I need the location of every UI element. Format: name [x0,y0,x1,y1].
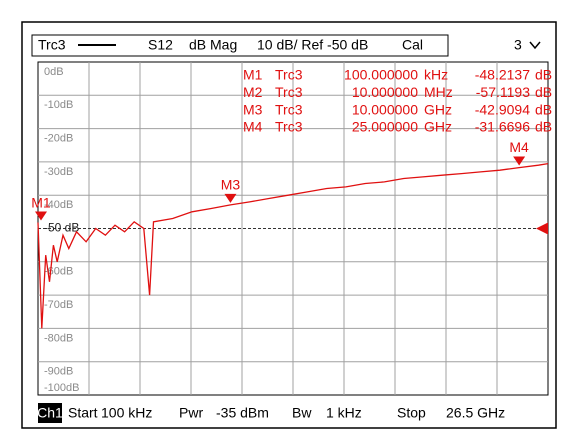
marker-value: -48.2137 [475,67,530,83]
stop-label: Stop [397,405,426,421]
marker-symbol [35,211,47,221]
marker-symbol-label: M3 [221,177,241,193]
marker-value-unit: dB [535,119,552,135]
chevron[interactable] [529,41,541,50]
marker-trace: Trc3 [275,67,303,83]
marker-trace: Trc3 [275,119,303,135]
marker-name: M1 [243,67,263,83]
format: dB Mag [189,37,237,53]
stop-value[interactable]: 26.5 GHz [446,405,505,421]
y-tick-label: 0dB [44,66,64,78]
marker-stimulus: 10.000000 [352,101,418,117]
channel-number[interactable]: 3 [514,37,522,53]
marker-symbol-label: M4 [509,139,529,155]
marker-name: M2 [243,84,263,100]
bw-label: Bw [292,405,312,421]
marker-stimulus: 10.000000 [352,84,418,100]
cal: Cal [402,37,423,53]
y-tick-label: -10dB [44,99,73,111]
y-tick-label: -90dB [44,366,73,378]
marker-trace: Trc3 [275,101,303,117]
marker-unit: GHz [424,101,452,117]
marker-unit: GHz [424,119,452,135]
marker-unit: kHz [424,67,448,83]
marker-unit: MHz [424,84,453,100]
marker-symbol [513,156,526,166]
marker-value-unit: dB [535,84,552,100]
marker-value-unit: dB [535,67,552,83]
marker-symbol-label: M1 [31,194,51,210]
power-label: Pwr [179,405,203,421]
marker-value: -42.9094 [475,101,530,117]
y-tick-label: -30dB [44,166,73,178]
y-tick-label: -50 dB [44,221,79,235]
marker-stimulus: 100.000000 [344,67,418,83]
marker-value: -57.1193 [476,84,530,100]
trace-box[interactable] [31,34,449,57]
y-tick-label: -70dB [44,299,73,311]
y-tick-label: -20dB [44,133,73,145]
marker-stimulus: 25.000000 [352,119,418,135]
marker-value: -31.6696 [475,119,530,135]
reference-arrow [536,222,548,235]
bw-value[interactable]: 1 kHz [326,405,362,421]
channel-badge [38,403,62,423]
marker-name: M3 [243,101,263,117]
y-tick-label: -40dB [44,199,73,211]
y-tick-label: -100dB [44,382,79,394]
trace-name: Trc3 [38,37,66,53]
marker-value-unit: dB [535,101,552,117]
start-label: Start [68,405,98,421]
power-value[interactable]: -35 dBm [216,405,269,421]
marker-name: M4 [243,119,263,135]
channel-label: Ch1 [37,405,63,421]
marker-trace: Trc3 [275,84,303,100]
start-value[interactable]: 100 kHz [101,405,152,421]
marker-symbol [224,193,237,203]
y-tick-label: -80dB [44,332,73,344]
trace [37,162,549,329]
scale: 10 dB/ Ref -50 dB [257,37,368,53]
parameter: S12 [148,37,173,53]
